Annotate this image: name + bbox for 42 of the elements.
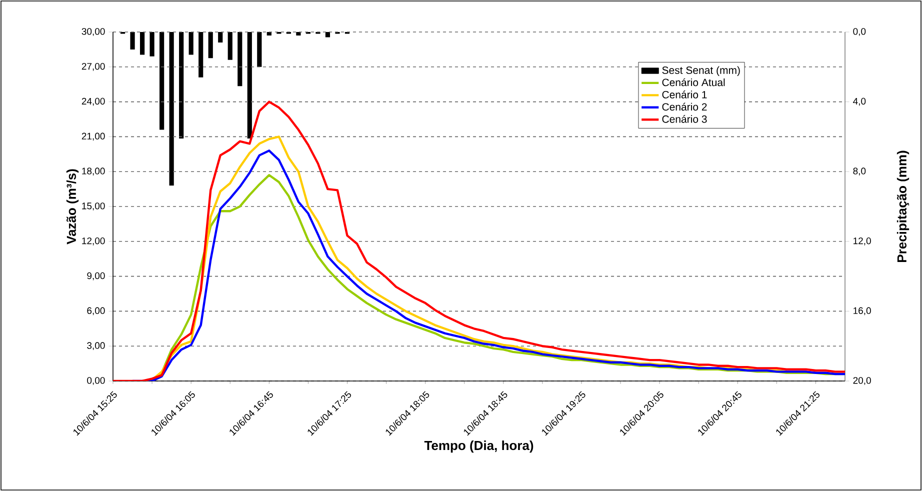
y2-tick-label: 12,0 <box>854 237 871 246</box>
legend-label: Cenário Atual <box>662 78 725 86</box>
x-axis-title: Tempo (Dia, hora) <box>424 440 534 453</box>
bar <box>218 32 223 42</box>
bar <box>188 32 194 55</box>
bar <box>266 32 272 36</box>
y2-tick-label: 0,0 <box>853 28 866 36</box>
legend-label: Cenário 1 <box>662 90 707 98</box>
legend-label: Cenário 2 <box>662 102 707 111</box>
y-axis-title: Vazão (m³/s) <box>66 169 79 244</box>
y2-tick-label: 8,0 <box>853 168 866 176</box>
y2-tick-label: 20,0 <box>853 377 871 385</box>
y-tick-label: 30,00 <box>82 28 105 36</box>
y-tick-label: 18,00 <box>82 168 105 176</box>
bar <box>198 32 204 78</box>
bar <box>150 32 154 56</box>
bar <box>179 32 184 138</box>
bar <box>296 32 301 36</box>
bar <box>238 32 242 86</box>
bar <box>130 32 135 50</box>
bar <box>228 32 232 60</box>
legend-label: Sest Senat (mm) <box>662 66 740 76</box>
y-tick-label: 3,00 <box>87 342 105 350</box>
bar <box>140 32 145 55</box>
y-tick-label: 12,00 <box>82 237 105 246</box>
y2-tick-label: 4,0 <box>853 98 866 106</box>
y2-tick-label: 16,0 <box>854 307 871 316</box>
y-tick-label: 27,00 <box>82 62 105 71</box>
bar <box>160 32 164 130</box>
y-tick-label: 6,00 <box>87 307 105 316</box>
y-tick-label: 0,00 <box>87 377 105 385</box>
bar <box>247 32 252 138</box>
y2-axis-title: Precipitação (mm) <box>896 150 910 262</box>
y-tick-label: 9,00 <box>87 272 105 280</box>
y-tick-label: 24,00 <box>82 98 105 106</box>
y-tick-label: 15,00 <box>82 202 105 210</box>
bar <box>208 32 213 58</box>
bar <box>257 32 262 67</box>
legend-label: Cenário 3 <box>662 115 707 123</box>
y-tick-label: 21,00 <box>82 132 105 141</box>
bar <box>325 32 330 38</box>
bar <box>169 32 174 186</box>
